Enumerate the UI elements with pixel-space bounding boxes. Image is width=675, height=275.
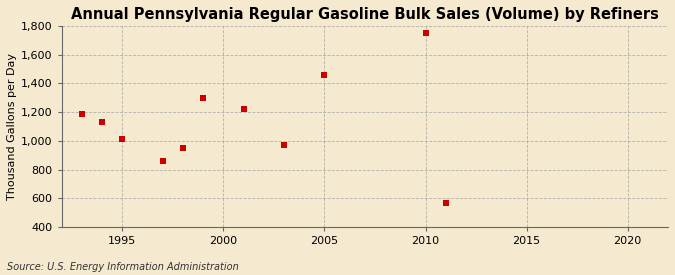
Point (97, 120, 107, 124)
Point (440, 200, 451, 205)
Y-axis label: Thousand Gallons per Day: Thousand Gallons per Day (7, 53, 17, 200)
Point (238, 107, 249, 111)
Title: Annual Pennsylvania Regular Gasoline Bulk Sales (Volume) by Refiners: Annual Pennsylvania Regular Gasoline Bul… (71, 7, 659, 22)
Point (157, 159, 168, 163)
Point (319, 73, 330, 77)
Point (279, 143, 290, 147)
Point (76, 111, 87, 116)
Point (198, 95, 209, 100)
Point (178, 146, 188, 150)
Text: Source: U.S. Energy Information Administration: Source: U.S. Energy Information Administ… (7, 262, 238, 272)
Point (117, 137, 128, 142)
Point (420, 31, 431, 35)
